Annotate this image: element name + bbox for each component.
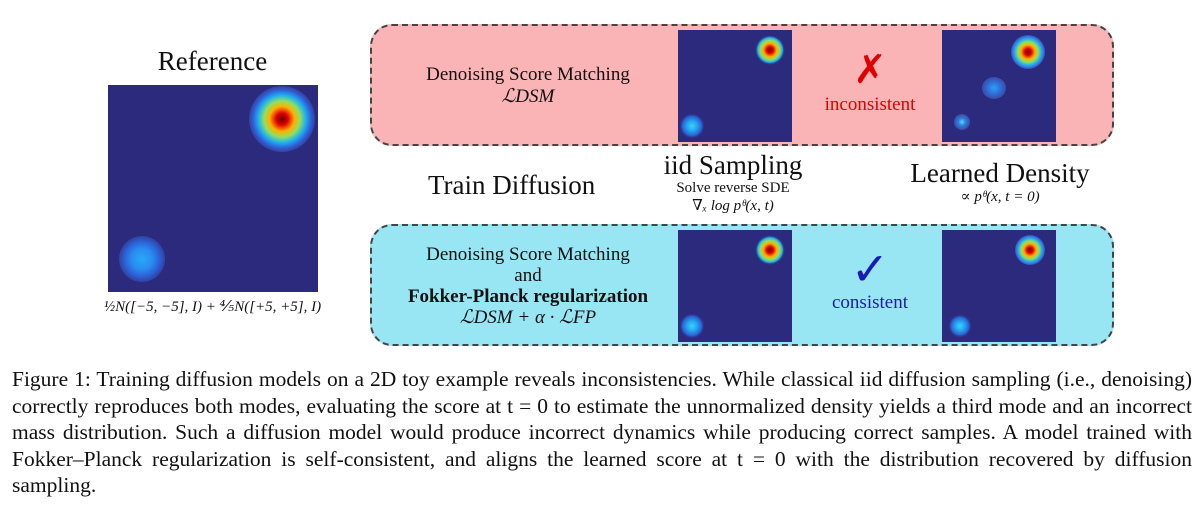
reference-heatmap [108,85,318,292]
top-learned-heatmap [942,30,1056,142]
reference-title: Reference [157,46,268,76]
figure-caption: Figure 1: Training diffusion models on a… [12,367,1192,497]
learned-mode-high [1015,235,1045,265]
iid-sampling-title: iid Sampling [663,150,803,180]
bottom-panel-line2: and [514,265,542,286]
top-panel-loss: ℒDSM [501,86,555,107]
sample-mode-low [679,313,705,339]
bottom-status-mark: ✓ [850,244,890,295]
learned-density-header: Learned Density ∝ pᶿ(x, t = 0) [890,158,1110,206]
sample-mode-high [755,235,785,265]
bottom-status-text: consistent [832,292,908,313]
train-diffusion-label: Train Diffusion [428,170,596,200]
bottom-panel-loss: ℒDSM + α · ℒFP [459,307,597,328]
learned-density-sub: ∝ pᶿ(x, t = 0) [960,189,1040,205]
learned-density-title: Learned Density [910,158,1090,188]
learned-spurious-mode [982,77,1006,99]
bottom-learned-heatmap [942,230,1056,342]
top-iid-heatmap [678,30,792,142]
learned-mode-low [954,114,970,130]
top-panel: Denoising Score Matching ℒDSM [370,24,1114,146]
iid-sampling-sub1: Solve reverse SDE [676,180,790,196]
iid-sampling-sub2: ∇ₓ log pᶿ(x, t) [692,198,774,214]
mode-high [249,86,315,152]
top-status-mark: ✗ [853,47,887,92]
bottom-iid-heatmap [678,230,792,342]
top-panel-line1: Denoising Score Matching [426,64,630,85]
bottom-panel-line3: Fokker-Planck regularization [407,286,649,307]
bottom-panel: Denoising Score Matching and Fokker-Plan… [370,224,1114,346]
iid-sampling-header: iid Sampling Solve reverse SDE ∇ₓ log pᶿ… [633,150,833,215]
top-status-text: inconsistent [824,94,916,115]
reference-formula: ½N([−5, −5], I) + ⅘N([+5, +5], I) [103,299,322,315]
mode-low [119,236,165,282]
learned-mode-high [1011,35,1045,69]
learned-mode-low [948,314,972,338]
sample-mode-low [679,113,705,139]
sample-mode-high [755,35,785,65]
reference-heatmap-svg [119,86,315,282]
bottom-panel-line1: Denoising Score Matching [426,244,630,265]
